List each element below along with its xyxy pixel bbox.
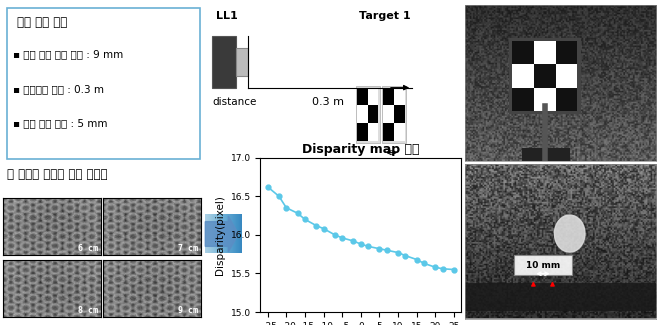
Bar [556,41,577,64]
Text: ▪ 물체까지 거리 : 0.3 m: ▪ 물체까지 거리 : 0.3 m [13,84,104,94]
Bar [394,88,405,105]
Text: 6 cm: 6 cm [78,244,98,254]
Bar [383,123,394,141]
Bar [212,36,237,88]
FancyArrow shape [206,216,239,252]
Bar [237,48,248,76]
Bar [357,123,368,141]
Bar [509,38,581,114]
Bar [534,64,556,87]
Bar [383,88,394,105]
Bar [368,105,378,123]
Text: ▪ 물체 사이 간격 : 5 mm: ▪ 물체 사이 간격 : 5 mm [13,118,108,128]
Text: ▪ 메인 렌즈 초점 길이 : 9 mm: ▪ 메인 렌즈 초점 길이 : 9 mm [13,49,124,59]
Bar [513,41,534,64]
Bar [514,255,571,275]
FancyBboxPatch shape [7,8,200,159]
Text: 8 cm: 8 cm [78,306,98,315]
Text: 5 mm: 5 mm [376,159,405,169]
Bar [513,41,577,111]
Text: 7 cm: 7 cm [178,244,198,254]
Bar [556,87,577,111]
Bar [513,87,534,111]
Bar [368,123,378,141]
Y-axis label: Disparity(pixel): Disparity(pixel) [215,195,225,275]
Bar [383,105,394,123]
Text: 측정 환경 조건: 측정 환경 조건 [17,16,68,29]
Bar [357,88,368,105]
Bar [382,86,406,143]
Text: 0.3 m: 0.3 m [312,98,344,108]
Text: distance: distance [212,98,257,108]
Title: Disparity map 추출: Disparity map 추출 [302,143,420,156]
Bar [368,88,378,105]
Bar [465,283,656,311]
Bar [355,86,380,143]
Bar [394,123,405,141]
Bar [522,149,569,161]
Text: Target 1: Target 1 [359,11,411,21]
Bar [394,105,405,123]
Text: 전 처리된 라이트 필드 이미지: 전 처리된 라이트 필드 이미지 [7,168,108,181]
Text: 9 cm: 9 cm [178,306,198,315]
Text: 10 mm: 10 mm [526,261,560,270]
Polygon shape [554,215,585,252]
Text: LL1: LL1 [216,11,238,21]
Bar [357,105,368,123]
